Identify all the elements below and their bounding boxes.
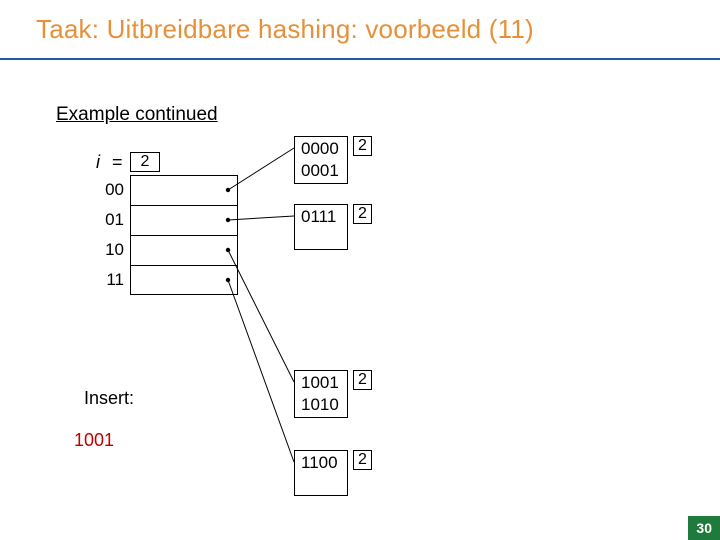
local-depth-box: 2 [353, 450, 372, 470]
bucket: 1100 [294, 450, 348, 496]
directory-table [130, 175, 238, 295]
bucket-value: 1100 [301, 452, 341, 474]
bucket-value: 1001 [301, 372, 341, 394]
local-depth-box: 2 [353, 204, 372, 224]
directory-row-divider [131, 205, 237, 206]
bucket: 00000001 [294, 136, 348, 184]
i-variable: i [96, 152, 100, 173]
bucket-value: 0000 [301, 138, 341, 160]
bucket-value: 0001 [301, 160, 341, 182]
i-equals: = [112, 152, 123, 173]
directory-entry-label: 10 [94, 240, 124, 260]
page-number-badge: 30 [688, 516, 720, 540]
bucket: 10011010 [294, 370, 348, 418]
directory-row-divider [131, 265, 237, 266]
bucket-value: 1010 [301, 394, 341, 416]
directory-row-divider [131, 235, 237, 236]
bucket: 0111 [294, 204, 348, 250]
header-rule [0, 58, 720, 60]
local-depth-box: 2 [353, 136, 372, 156]
bucket-value: 0111 [301, 206, 341, 228]
directory-entry-label: 11 [94, 270, 124, 290]
directory-entry-label: 01 [94, 210, 124, 230]
insert-label: Insert: [84, 388, 134, 409]
directory-entry-label: 00 [94, 180, 124, 200]
slide-title: Taak: Uitbreidbare hashing: voorbeeld (1… [36, 14, 534, 45]
global-depth-box: 2 [130, 152, 160, 172]
local-depth-box: 2 [353, 370, 372, 390]
example-continued-label: Example continued [56, 104, 218, 126]
insert-value: 1001 [74, 430, 114, 451]
